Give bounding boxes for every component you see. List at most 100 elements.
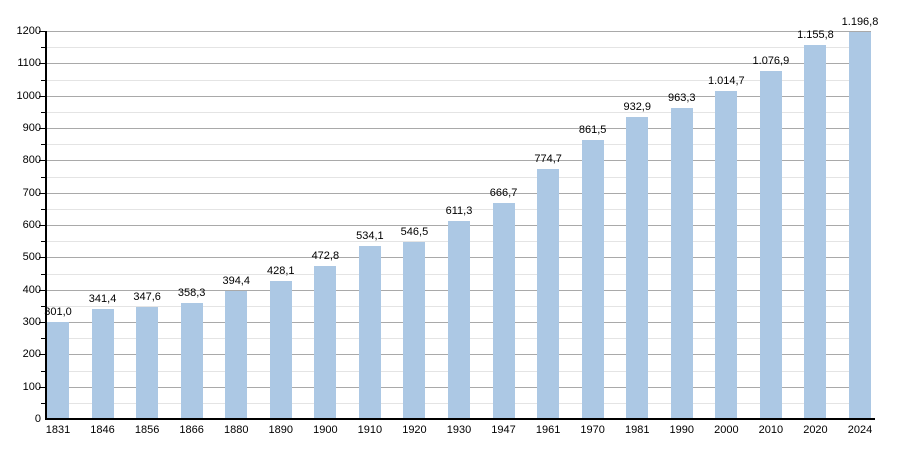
- bar-value-label: 1.014,7: [707, 74, 745, 87]
- bar-value-label: 394,4: [222, 275, 250, 288]
- y-tick-minor: [41, 47, 45, 49]
- y-tick-major: [39, 225, 45, 226]
- bar: [269, 280, 292, 419]
- x-tick-label: 1930: [446, 424, 472, 436]
- bar-value-label: 341,4: [88, 292, 117, 305]
- bar-value-label: 963,3: [668, 91, 696, 104]
- bar-value-label: 428,1: [267, 264, 295, 277]
- x-tick-label: 1880: [223, 424, 249, 436]
- y-tick-minor: [41, 338, 45, 340]
- y-tick-major: [39, 95, 45, 97]
- gridline-major: [47, 160, 871, 162]
- y-tick-label: 1100: [17, 57, 41, 70]
- y-tick-label: 200: [22, 348, 41, 361]
- bar: [314, 266, 337, 419]
- y-tick-minor: [41, 273, 45, 275]
- bar-value-label: 932,9: [623, 101, 651, 114]
- y-tick-minor: [41, 370, 45, 372]
- bar: [358, 246, 381, 419]
- x-tick-label: 1990: [669, 424, 695, 436]
- bar-value-label: 301,0: [44, 305, 72, 318]
- x-tick-label: 1846: [90, 424, 115, 436]
- x-tick-label: 1947: [491, 424, 516, 436]
- gridline-minor: [47, 176, 871, 178]
- bar: [180, 303, 203, 419]
- bar: [670, 107, 693, 419]
- gridline-major: [47, 31, 871, 32]
- y-tick-minor: [41, 111, 45, 113]
- y-tick-label: 400: [22, 283, 41, 296]
- gridline-minor: [47, 79, 871, 81]
- bar-value-label: 1.155,8: [797, 29, 834, 42]
- bar: [759, 70, 782, 419]
- bar-value-label: 1.196,8: [841, 16, 879, 29]
- y-tick-minor: [41, 79, 45, 81]
- bar-value-label: 347,6: [133, 290, 161, 303]
- bar-value-label: 472,8: [311, 250, 340, 263]
- bar: [715, 90, 738, 419]
- gridline-major: [47, 192, 871, 194]
- bar: [849, 32, 871, 419]
- x-tick-label: 1961: [535, 424, 561, 436]
- bar: [136, 306, 159, 419]
- y-tick-label: 700: [22, 186, 41, 199]
- y-tick-label: 100: [22, 380, 41, 393]
- bar-value-label: 774,7: [534, 152, 562, 165]
- bar: [403, 242, 426, 419]
- x-tick-label: 1890: [268, 424, 294, 436]
- x-tick-label: 1981: [624, 424, 650, 436]
- bar: [537, 168, 560, 419]
- y-tick-label: 800: [22, 154, 41, 167]
- x-tick-label: 2000: [714, 424, 739, 436]
- bar: [91, 308, 114, 419]
- y-tick-major: [39, 322, 45, 323]
- y-tick-minor: [41, 176, 45, 178]
- bar: [47, 321, 69, 419]
- y-tick-label: 300: [22, 316, 41, 328]
- y-tick-major: [39, 257, 45, 259]
- x-tick-label: 1866: [179, 424, 204, 436]
- y-tick-minor: [41, 144, 45, 146]
- bar-value-label: 546,5: [400, 226, 429, 239]
- x-tick-label: 2024: [847, 424, 873, 436]
- y-tick-major: [39, 386, 45, 388]
- x-tick-label: 1920: [402, 424, 427, 436]
- y-tick-major: [39, 354, 45, 356]
- bar: [804, 45, 827, 419]
- gridline-major: [47, 95, 871, 97]
- bar: [448, 221, 470, 419]
- bar: [581, 140, 604, 419]
- gridline-major: [47, 128, 871, 129]
- y-tick-label: 600: [22, 219, 41, 231]
- y-tick-major: [39, 63, 45, 65]
- bar-value-label: 666,7: [489, 187, 518, 200]
- bar-value-label: 358,3: [177, 287, 206, 300]
- y-tick-minor: [41, 305, 45, 307]
- y-tick-minor: [41, 402, 45, 404]
- gridline-minor: [47, 144, 871, 146]
- bar: [225, 291, 248, 419]
- y-tick-minor: [41, 241, 45, 243]
- y-tick-label: 900: [22, 122, 41, 134]
- x-tick-label: 1856: [134, 424, 160, 436]
- y-axis-line: [45, 31, 47, 420]
- bar: [626, 117, 649, 419]
- y-tick-major: [39, 128, 45, 129]
- plot-area: 301,0 341,4 347,6 358,3 394,4 428,1 472,8 534,1…: [44, 16, 878, 419]
- x-tick-label: 2020: [803, 424, 828, 436]
- gridline-minor: [47, 208, 871, 210]
- bar: [492, 203, 515, 419]
- gridline-minor: [47, 111, 871, 113]
- bar-value-label: 611,3: [445, 205, 473, 218]
- y-tick-label: 1000: [16, 89, 41, 102]
- y-tick-label: 500: [22, 251, 41, 264]
- y-tick-major: [39, 31, 45, 32]
- y-tick-label: 0: [34, 413, 41, 425]
- x-tick-label: 1831: [45, 424, 71, 436]
- x-tick-label: 1970: [580, 424, 605, 436]
- y-tick-label: 1200: [16, 25, 41, 37]
- gridline-minor: [47, 47, 871, 49]
- x-axis-line: [45, 418, 875, 420]
- bar-value-label: 534,1: [356, 230, 384, 243]
